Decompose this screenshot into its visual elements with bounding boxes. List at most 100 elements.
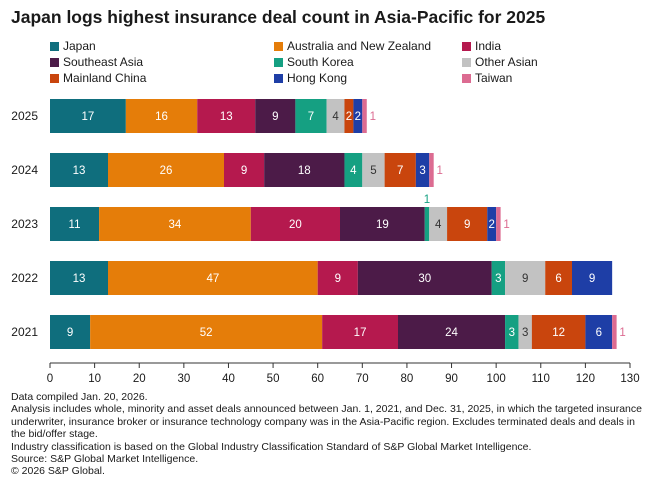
x-tick-label: 120 <box>576 373 595 385</box>
data-label-south-korea-2023: 1 <box>424 194 430 206</box>
data-label-southeast-asia-2023: 19 <box>376 219 389 231</box>
bar-segment-south-korea-2021 <box>505 315 519 349</box>
legend-label: Australia and New Zealand <box>287 39 432 53</box>
bar-segment-japan-2022 <box>50 261 108 295</box>
data-label-southeast-asia-2024: 18 <box>298 165 311 177</box>
data-label-japan-2024: 13 <box>73 165 86 177</box>
legend-item-hong-kong: Hong Kong <box>274 71 347 85</box>
legend-item-india: India <box>462 39 501 53</box>
data-label-india-2023: 20 <box>289 219 302 231</box>
bar-segment-mainland-china-2023 <box>447 207 488 241</box>
legend-item-australia-and-new-zealand: Australia and New Zealand <box>274 39 431 53</box>
x-tick-label: 20 <box>133 373 146 385</box>
data-label-australia-and-new-zealand-2023: 34 <box>169 219 182 231</box>
bar-segment-mainland-china-2022 <box>545 261 572 295</box>
bar-segment-southeast-asia-2024 <box>264 153 345 187</box>
bar-segment-india-2025 <box>197 99 256 133</box>
bar-segment-south-korea-2022 <box>491 261 506 295</box>
bar-segment-southeast-asia-2022 <box>357 261 492 295</box>
note-source: Source: S&P Global Market Intelligence. <box>11 453 199 466</box>
x-tick-label: 100 <box>487 373 506 385</box>
legend-swatch <box>50 42 59 51</box>
legend-label: Taiwan <box>475 71 513 85</box>
x-tick-label: 50 <box>267 373 280 385</box>
x-tick-label: 40 <box>222 373 235 385</box>
bar-segment-other-asian-2023 <box>429 207 448 241</box>
data-label-india-2022: 9 <box>335 273 341 285</box>
note-data-compiled: Data compiled Jan. 20, 2026. <box>11 391 148 403</box>
legend: Japan Australia and New Zealand India South… <box>50 39 660 87</box>
legend-item-south-korea: South Korea <box>274 55 354 69</box>
legend-swatch <box>274 58 283 67</box>
y-tick-label: 2022 <box>11 271 38 285</box>
legend-item-taiwan: Taiwan <box>462 71 512 85</box>
legend-item-japan: Japan <box>50 39 96 53</box>
bar-segment-south-korea-2025 <box>295 99 327 133</box>
bar-segment-mainland-china-2021 <box>531 315 586 349</box>
bar-segment-other-asian-2025 <box>326 99 345 133</box>
data-label-other-asian-2024: 5 <box>370 165 376 177</box>
bar-segment-india-2023 <box>250 207 340 241</box>
bar-segment-japan-2023 <box>50 207 100 241</box>
bar-segment-mainland-china-2024 <box>384 153 416 187</box>
bar-segment-hong-kong-2023 <box>487 207 497 241</box>
data-label-japan-2023: 11 <box>69 219 81 231</box>
bar-segment-australia-and-new-zealand-2021 <box>90 315 323 349</box>
bar-segment-other-asian-2022 <box>505 261 546 295</box>
bar-segment-india-2021 <box>322 315 398 349</box>
data-label-australia-and-new-zealand-2022: 47 <box>206 273 219 285</box>
bar-segment-japan-2024 <box>50 153 108 187</box>
legend-label: South Korea <box>287 55 354 69</box>
data-label-india-2025: 13 <box>220 111 233 123</box>
bar-segment-taiwan-2024 <box>429 153 434 187</box>
legend-label: Mainland China <box>63 71 147 85</box>
y-tick-label: 2024 <box>11 163 38 177</box>
legend-item-southeast-asia: Southeast Asia <box>50 55 143 69</box>
legend-swatch <box>274 74 283 83</box>
x-tick-label: 90 <box>445 373 458 385</box>
data-label-india-2024: 9 <box>241 165 247 177</box>
data-label-japan-2022: 13 <box>73 273 86 285</box>
x-tick-label: 10 <box>88 373 101 385</box>
bar-segment-hong-kong-2021 <box>585 315 613 349</box>
bar-segment-hong-kong-2022 <box>572 261 613 295</box>
bar-segment-india-2022 <box>317 261 358 295</box>
x-tick-label: 110 <box>532 373 550 385</box>
bar-segment-australia-and-new-zealand-2024 <box>108 153 224 187</box>
data-label-other-asian-2023: 4 <box>435 219 442 231</box>
data-label-mainland-china-2025: 2 <box>346 111 352 123</box>
data-label-australia-and-new-zealand-2021: 52 <box>200 327 213 339</box>
data-label-taiwan-2023: 1 <box>503 219 509 231</box>
legend-label: Japan <box>63 39 96 53</box>
data-label-other-asian-2021: 3 <box>522 327 528 339</box>
data-label-mainland-china-2021: 12 <box>552 327 565 339</box>
bar-segment-japan-2021 <box>50 315 91 349</box>
bar-segment-hong-kong-2025 <box>353 99 363 133</box>
data-label-hong-kong-2023: 2 <box>488 219 494 231</box>
x-tick-label: 130 <box>620 373 639 385</box>
x-tick-label: 0 <box>47 373 53 385</box>
data-label-south-korea-2022: 3 <box>495 273 501 285</box>
bar-segment-southeast-asia-2023 <box>340 207 425 241</box>
bar-segment-japan-2025 <box>50 99 126 133</box>
note-industry-classification: Industry classification is based on the … <box>11 440 532 453</box>
data-label-southeast-asia-2021: 24 <box>445 327 458 339</box>
data-label-australia-and-new-zealand-2024: 26 <box>160 165 173 177</box>
data-label-mainland-china-2022: 6 <box>555 273 561 285</box>
data-label-taiwan-2024: 1 <box>436 165 442 177</box>
bar-segment-india-2024 <box>224 153 265 187</box>
note-copyright: © 2026 S&P Global. <box>11 465 105 478</box>
bar-segment-southeast-asia-2025 <box>255 99 296 133</box>
data-label-taiwan-2025: 1 <box>370 111 376 123</box>
x-tick-label: 70 <box>356 373 369 385</box>
footnotes: Data compiled Jan. 20, 2026. Analysis in… <box>11 391 651 478</box>
bar-segment-australia-and-new-zealand-2025 <box>125 99 198 133</box>
bar-segment-australia-and-new-zealand-2023 <box>99 207 251 241</box>
legend-swatch <box>50 58 59 67</box>
bar-segment-south-korea-2023 <box>424 207 430 241</box>
bar-segment-southeast-asia-2021 <box>398 315 506 349</box>
bar-segment-taiwan-2023 <box>496 207 501 241</box>
bar-segment-hong-kong-2024 <box>415 153 430 187</box>
legend-item-other-asian: Other Asian <box>462 55 538 69</box>
